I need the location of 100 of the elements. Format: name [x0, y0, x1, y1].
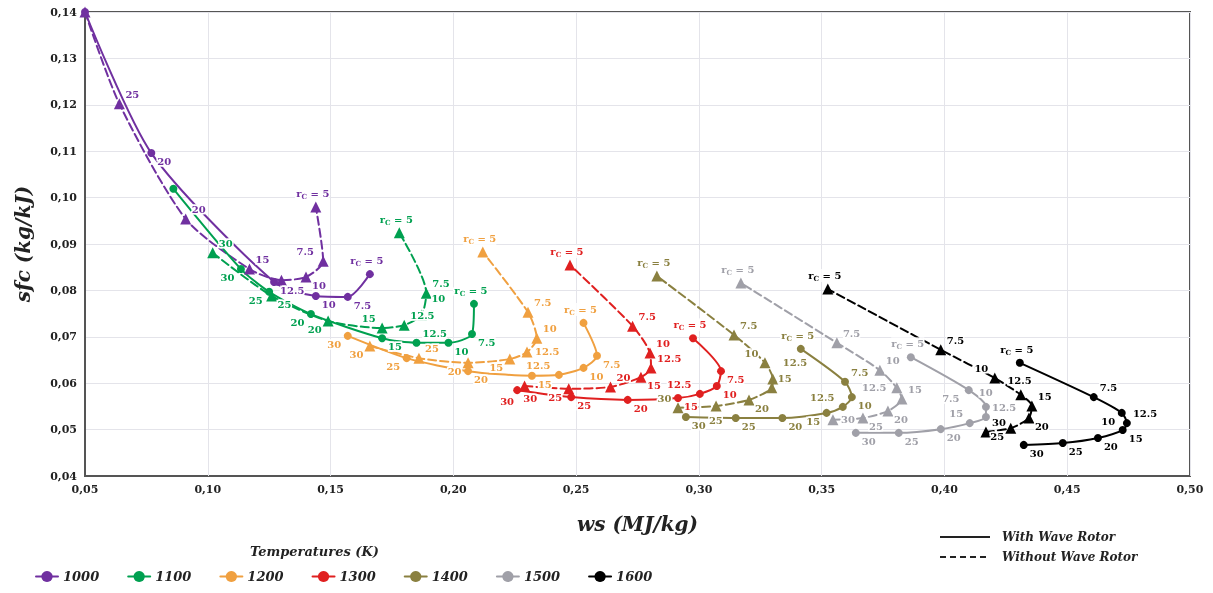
- annotation: 7.5: [842, 327, 861, 339]
- point: [627, 320, 639, 332]
- annotation: 12.5: [809, 391, 835, 403]
- annotation: 10: [454, 345, 469, 357]
- point: [1015, 389, 1027, 401]
- y-tick-label: 0,08: [50, 283, 78, 297]
- annotation: 7.5: [602, 358, 621, 370]
- annotation: 15: [777, 372, 792, 384]
- annotation: 12.5: [1007, 374, 1032, 386]
- point: [759, 357, 771, 369]
- annotation: 15: [646, 380, 661, 392]
- annotation: 7.5: [850, 366, 869, 378]
- point: [965, 419, 974, 428]
- point: [644, 347, 656, 359]
- y-tick-label: 0,12: [50, 98, 77, 112]
- annotation: 10: [312, 279, 326, 291]
- annotation: 10: [321, 298, 336, 310]
- point: [717, 367, 725, 376]
- point: [964, 386, 973, 395]
- annotation: 20: [290, 317, 305, 329]
- point: [896, 393, 908, 405]
- annotation: 20: [307, 324, 322, 336]
- annotation: 15: [361, 312, 376, 324]
- annotation: 15: [537, 378, 552, 390]
- annotation: 12.5: [410, 310, 435, 322]
- point: [504, 353, 516, 365]
- point: [244, 263, 256, 275]
- point: [275, 274, 287, 286]
- annotation: 7.5: [296, 246, 315, 258]
- point: [623, 395, 632, 404]
- point: [311, 291, 320, 300]
- point: [113, 98, 125, 110]
- point: [513, 386, 522, 395]
- annotation: 20: [474, 374, 489, 386]
- annotation: 7.5: [942, 393, 960, 405]
- legend-label: 1000: [63, 569, 100, 584]
- point: [519, 380, 531, 392]
- point: [468, 330, 476, 339]
- annotation: 10: [978, 386, 993, 398]
- point: [827, 414, 839, 426]
- point: [521, 346, 533, 358]
- annotation: 10: [656, 338, 670, 350]
- annotation: 7.5: [946, 334, 965, 346]
- annotation: 25: [424, 343, 439, 355]
- point: [1122, 419, 1131, 428]
- annotation: 25: [248, 294, 263, 306]
- point: [207, 247, 219, 259]
- annotation: 7.5: [1099, 382, 1118, 394]
- y-tick-label: 0,13: [50, 51, 77, 65]
- point: [891, 382, 903, 394]
- x-tick-label: 0,10: [194, 483, 222, 496]
- annotation: 25: [277, 298, 292, 310]
- annotation: 10: [722, 388, 737, 400]
- annotation: 20: [1103, 440, 1118, 452]
- annotation: 10: [857, 400, 872, 412]
- point: [847, 393, 856, 402]
- point: [838, 402, 847, 411]
- point: [1117, 408, 1126, 417]
- point: [300, 271, 312, 283]
- text: With Wave Rotor: [1002, 530, 1116, 544]
- annotation: 20: [447, 365, 462, 377]
- annotation: 15: [806, 415, 821, 427]
- point: [527, 371, 536, 380]
- y-tick-label: 0,11: [50, 144, 77, 158]
- point: [462, 357, 474, 369]
- annotation: 12.5: [782, 357, 808, 369]
- point: [564, 259, 576, 271]
- x-tick-label: 0,50: [1176, 483, 1204, 496]
- y-tick-label: 0,14: [50, 5, 78, 19]
- point: [477, 246, 489, 258]
- x-tick-label: 0,30: [685, 483, 713, 496]
- point: [310, 201, 322, 213]
- annotation: 7.5: [432, 278, 450, 290]
- point: [579, 363, 588, 372]
- annotation: 20: [754, 402, 769, 414]
- point: [735, 277, 747, 289]
- annotation: 15: [907, 383, 922, 395]
- annotation: 12.5: [526, 359, 551, 371]
- point: [420, 287, 432, 299]
- point: [412, 338, 421, 347]
- y-tick-label: 0,10: [50, 191, 78, 205]
- annotation: 15: [684, 401, 698, 413]
- point: [592, 351, 601, 360]
- point: [841, 377, 849, 386]
- point: [981, 402, 990, 411]
- point: [579, 318, 588, 327]
- annotation: 10: [744, 347, 759, 359]
- annotation: 25: [708, 414, 723, 426]
- point: [822, 283, 834, 295]
- point: [393, 227, 405, 239]
- legend-label: 1200: [247, 569, 284, 584]
- point: [464, 367, 473, 376]
- point: [567, 393, 576, 402]
- point: [681, 413, 690, 422]
- point: [604, 381, 616, 393]
- point: [689, 334, 697, 343]
- point: [674, 394, 683, 403]
- point: [1118, 426, 1127, 435]
- point: [169, 184, 178, 193]
- annotation: 7.5: [638, 311, 657, 323]
